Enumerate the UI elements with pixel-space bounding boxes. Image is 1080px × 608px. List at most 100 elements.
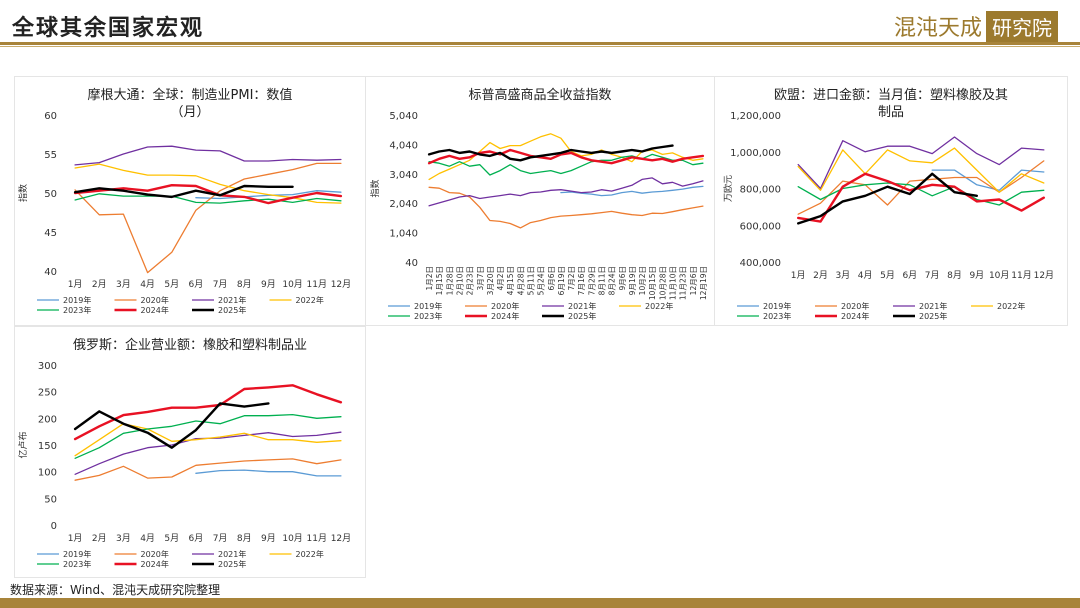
legend-label: 2024年 — [841, 311, 869, 321]
series-line-2023 — [74, 193, 342, 204]
x-tick-label: 7月 — [213, 533, 228, 544]
x-tick-label: 10月 — [282, 533, 302, 544]
legend-label: 2022年 — [296, 295, 324, 305]
x-tick-label: 2月 — [92, 279, 107, 290]
legend-label: 2019年 — [763, 301, 791, 311]
x-tick-label: 7月 — [925, 270, 940, 281]
brand-logo: 混沌天成 研究院 — [894, 10, 1058, 42]
legend-label: 2021年 — [568, 301, 596, 311]
x-tick-label: 4月 — [858, 270, 873, 281]
legend-label: 2024年 — [141, 305, 169, 315]
legend-label: 2022年 — [997, 301, 1025, 311]
x-tick-label: 4月 — [140, 533, 155, 544]
legend-label: 2019年 — [63, 549, 91, 559]
x-tick-label: 10月 — [282, 279, 302, 290]
chart-pmi: 摩根大通：全球：制造业PMI：数值 （月） 60 55 50 45 40 指数 1月 2月 3月 4月… — [17, 87, 351, 315]
y-axis-label: 万欧元 — [722, 175, 734, 202]
x-tick-label: 10月15日 — [648, 266, 657, 300]
chart-russia: 俄罗斯：企业营业额：橡胶和塑料制品业 300 250 200 150 100 50 0 亿卢布 1… — [17, 337, 351, 569]
y-tick-label: 250 — [38, 388, 57, 399]
x-tick-label: 10月28日 — [658, 266, 667, 300]
header-divider — [0, 42, 1080, 45]
page-title: 全球其余国家宏观 — [12, 15, 205, 41]
legend-label: 2023年 — [63, 559, 91, 569]
y-axis-label: 亿卢布 — [17, 431, 29, 458]
y-tick-label: 55 — [44, 150, 57, 161]
legend-label: 2023年 — [414, 311, 442, 321]
chart-spgsci: 标普高盛商品全收益指数 5,040 4,040 3,040 2,040 1,040 40 指数… — [369, 87, 708, 321]
brand-box: 研究院 — [986, 10, 1058, 42]
chart-panel-russia: 俄罗斯：企业营业额：橡胶和塑料制品业 300 250 200 150 100 50 0 亿卢布 1… — [14, 326, 366, 578]
series-line-2022 — [74, 163, 342, 204]
y-tick-label: 4,040 — [389, 140, 418, 151]
legend-label: 2022年 — [296, 549, 324, 559]
y-tick-label: 100 — [38, 468, 57, 479]
y-tick-label: 1,040 — [389, 229, 418, 240]
x-tick-label: 12月 — [1034, 270, 1054, 281]
legend-label: 2020年 — [491, 301, 519, 311]
x-tick-label: 5月 — [164, 533, 179, 544]
series-line-2025 — [73, 402, 270, 449]
y-tick-label: 800,000 — [740, 185, 781, 196]
legend-label: 2019年 — [414, 301, 442, 311]
legend-label: 2022年 — [645, 301, 673, 311]
brand-text: 混沌天成 — [893, 16, 982, 41]
header-divider-thin — [0, 46, 1080, 47]
x-tick-label: 3月 — [116, 533, 131, 544]
legend-label: 2025年 — [218, 559, 246, 569]
x-tick-label: 7月 — [213, 279, 228, 290]
series-line-2024 — [73, 183, 343, 205]
series-line-2020 — [428, 186, 704, 229]
x-tick-label: 6月19日 — [557, 266, 566, 295]
legend-label: 2024年 — [491, 311, 519, 321]
x-tick-label: 8月 — [947, 270, 962, 281]
y-tick-label: 3,040 — [389, 170, 418, 181]
legend-label: 2020年 — [141, 549, 169, 559]
legend-label: 2023年 — [63, 305, 91, 315]
y-tick-label: 60 — [44, 111, 57, 122]
x-tick-label: 8月 — [237, 279, 252, 290]
y-tick-label: 40 — [405, 258, 418, 269]
series-line-2020 — [74, 458, 342, 481]
series-line-2021 — [74, 145, 342, 166]
legend-label: 2020年 — [841, 301, 869, 311]
y-tick-label: 200 — [38, 414, 57, 425]
x-tick-label: 1月2日 — [425, 266, 434, 291]
x-tick-label: 5月11日 — [527, 266, 536, 295]
series-line-2025 — [796, 172, 978, 225]
x-tick-label: 5月24日 — [537, 266, 546, 295]
x-tick-label: 6月 — [189, 533, 204, 544]
series-line-2024 — [796, 172, 1045, 223]
series-line-2025 — [73, 184, 294, 199]
x-tick-label: 4月15日 — [506, 266, 515, 295]
series-line-2023 — [428, 153, 704, 176]
x-tick-label: 11月23日 — [679, 266, 688, 300]
x-tick-label: 8月 — [237, 533, 252, 544]
y-tick-label: 600,000 — [740, 221, 781, 232]
y-tick-label: 150 — [38, 441, 57, 452]
x-tick-label: 2月23日 — [466, 266, 475, 295]
legend-label: 2021年 — [919, 301, 947, 311]
x-tick-label: 2月10日 — [456, 266, 465, 295]
chart-title: 制品 — [878, 105, 904, 120]
legend-label: 2025年 — [218, 305, 246, 315]
x-tick-label: 8月11日 — [598, 266, 607, 295]
x-tick-label: 8月24日 — [608, 266, 617, 295]
x-tick-label: 2月 — [92, 533, 107, 544]
x-tick-label: 3月 — [835, 270, 850, 281]
legend-label: 2019年 — [63, 295, 91, 305]
legend-label: 2020年 — [141, 295, 169, 305]
series-line-2019 — [560, 185, 704, 197]
y-tick-label: 40 — [44, 267, 57, 278]
y-tick-label: 50 — [44, 189, 57, 200]
series-line-2019 — [931, 169, 1045, 191]
x-tick-label: 1月28日 — [445, 266, 454, 295]
series-line-2023 — [74, 413, 342, 459]
x-tick-label: 4月28日 — [516, 266, 525, 295]
x-tick-label: 1月15日 — [435, 266, 444, 295]
x-tick-label: 9月19日 — [628, 266, 637, 295]
legend-label: 2024年 — [141, 559, 169, 569]
y-tick-label: 2,040 — [389, 199, 418, 210]
legend-label: 2023年 — [763, 311, 791, 321]
